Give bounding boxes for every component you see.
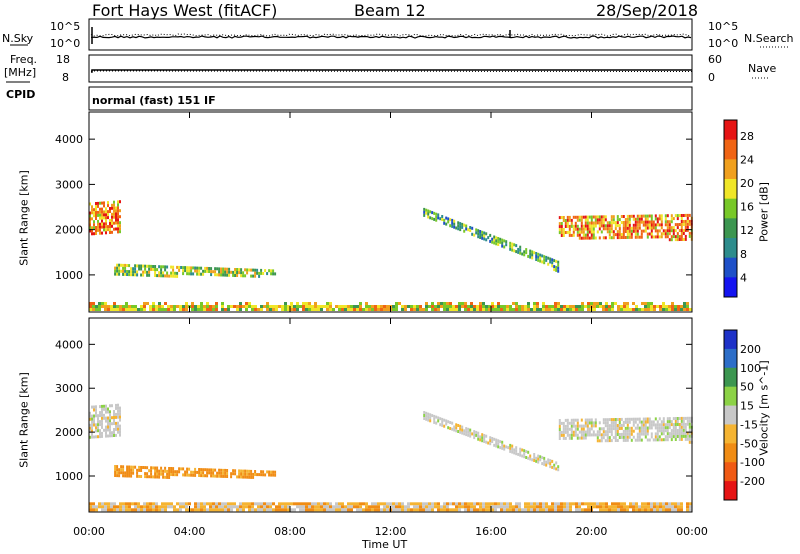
power-feature-1 bbox=[114, 263, 277, 278]
xtick-label-3: 12:00 bbox=[375, 525, 407, 538]
ytick-label-3000: 3000 bbox=[55, 178, 83, 191]
colorbar-swatch-1 bbox=[724, 139, 737, 160]
velocity-feature-2 bbox=[423, 411, 560, 472]
colorbar-swatch-4 bbox=[724, 198, 737, 219]
cpid-label: CPID bbox=[6, 88, 36, 101]
colorbar-tick-4: 20 bbox=[740, 177, 754, 190]
colorbar-swatch-2 bbox=[724, 367, 737, 388]
nave-label: Nave bbox=[748, 62, 777, 75]
colorbar-tick-3: 16 bbox=[740, 201, 754, 214]
colorbar-tick-1: 8 bbox=[740, 248, 747, 261]
power-frame bbox=[88, 111, 693, 313]
colorbar-swatch-0 bbox=[724, 330, 737, 350]
colorbar-swatch-6 bbox=[724, 238, 737, 259]
colorbar-swatch-5 bbox=[724, 218, 737, 239]
nave-line bbox=[90, 70, 693, 72]
velocity-feature-4 bbox=[89, 502, 692, 512]
colorbar-tick-5: 24 bbox=[740, 153, 754, 166]
ytick-label-2000: 2000 bbox=[55, 426, 83, 439]
ytick-label-4000: 4000 bbox=[55, 133, 83, 146]
colorbar-swatch-8 bbox=[724, 277, 737, 298]
power-feature-4 bbox=[89, 302, 692, 311]
colorbar-tick-0: 4 bbox=[740, 271, 747, 284]
nsearch-label: N.Search bbox=[744, 32, 794, 45]
xtick-label-4: 16:00 bbox=[475, 525, 507, 538]
colorbar-tick-0: 200 bbox=[740, 343, 761, 356]
colorbar-tick-4: -15 bbox=[740, 418, 758, 431]
nsky-panel bbox=[88, 18, 693, 51]
plot-title: Fort Hays West (fitACF) bbox=[92, 1, 278, 20]
velocity-colorbar-label: Velocity [m s^-1] bbox=[757, 360, 771, 456]
colorbar-frame bbox=[723, 329, 738, 501]
xlabel: Time UT bbox=[362, 538, 408, 551]
colorbar-swatch-0 bbox=[724, 120, 737, 141]
xtick-label-6: 00:00 bbox=[676, 525, 708, 538]
freq-unit: [MHz] bbox=[4, 66, 37, 79]
colorbar-tick-1: 100 bbox=[740, 362, 761, 375]
velocity-feature-3 bbox=[558, 416, 693, 444]
colorbar-tick-6: -100 bbox=[740, 456, 765, 469]
colorbar-swatch-3 bbox=[724, 179, 737, 200]
xtick-label-5: 20:00 bbox=[576, 525, 608, 538]
velocity-feature-0 bbox=[89, 403, 121, 439]
beam-label: Beam 12 bbox=[354, 1, 426, 20]
colorbar-swatch-1 bbox=[724, 348, 737, 369]
freq-tick-top: 18 bbox=[56, 53, 70, 66]
colorbar-tick-6: 28 bbox=[740, 130, 754, 143]
velocity-frame bbox=[88, 317, 693, 513]
cpid-text: normal (fast) 151 IF bbox=[92, 94, 216, 107]
ytick-label-1000: 1000 bbox=[55, 470, 83, 483]
colorbar-swatch-2 bbox=[724, 159, 737, 180]
xtick-label-2: 08:00 bbox=[274, 525, 306, 538]
colorbar-swatch-3 bbox=[724, 386, 737, 407]
cpid-panel bbox=[88, 86, 693, 111]
colorbar-swatch-4 bbox=[724, 405, 737, 425]
nsearch-tick-bottom: 10^0 bbox=[708, 37, 739, 50]
freq-label: Freq. bbox=[10, 53, 38, 66]
nave-tick-bottom: 0 bbox=[708, 71, 715, 84]
nsky-line bbox=[91, 35, 692, 39]
ytick-label-2000: 2000 bbox=[55, 224, 83, 237]
nsky-tick-top: 10^5 bbox=[50, 20, 81, 33]
ytick-label-4000: 4000 bbox=[55, 338, 83, 351]
nsearch-tick-top: 10^5 bbox=[708, 20, 739, 33]
velocity-ylabel: Slant Range [km] bbox=[17, 372, 31, 468]
colorbar-tick-2: 50 bbox=[740, 381, 754, 394]
xtick-label-0: 00:00 bbox=[73, 525, 105, 538]
colorbar-tick-5: -50 bbox=[740, 437, 758, 450]
ytick-label-3000: 3000 bbox=[55, 382, 83, 395]
colorbar-swatch-6 bbox=[724, 443, 737, 463]
power-colorbar-label: Power [dB] bbox=[757, 182, 771, 242]
ytick-label-1000: 1000 bbox=[55, 269, 83, 282]
nave-tick-top: 60 bbox=[708, 53, 722, 66]
colorbar-swatch-7 bbox=[724, 257, 737, 278]
colorbar-tick-2: 12 bbox=[740, 224, 754, 237]
power-ylabel: Slant Range [km] bbox=[17, 170, 31, 266]
nsky-tick-bottom: 10^0 bbox=[50, 37, 81, 50]
nsearch-line bbox=[90, 33, 692, 37]
power-feature-0 bbox=[89, 200, 121, 236]
colorbar-swatch-7 bbox=[724, 462, 737, 482]
freq-panel bbox=[88, 54, 693, 83]
nsky-label: N.Sky bbox=[2, 32, 34, 45]
power-heatmap bbox=[89, 200, 693, 311]
freq-tick-bottom: 8 bbox=[62, 71, 69, 84]
velocity-heatmap bbox=[89, 403, 693, 512]
xtick-label-1: 04:00 bbox=[174, 525, 206, 538]
colorbar-frame bbox=[723, 119, 738, 298]
colorbar-tick-3: 15 bbox=[740, 400, 754, 413]
velocity-feature-1 bbox=[114, 465, 277, 479]
power-feature-3 bbox=[558, 213, 693, 242]
date-label: 28/Sep/2018 bbox=[596, 1, 699, 20]
power-feature-2 bbox=[423, 207, 560, 273]
colorbar-swatch-8 bbox=[724, 481, 737, 501]
colorbar-tick-7: -200 bbox=[740, 475, 765, 488]
colorbar-swatch-5 bbox=[724, 424, 737, 444]
